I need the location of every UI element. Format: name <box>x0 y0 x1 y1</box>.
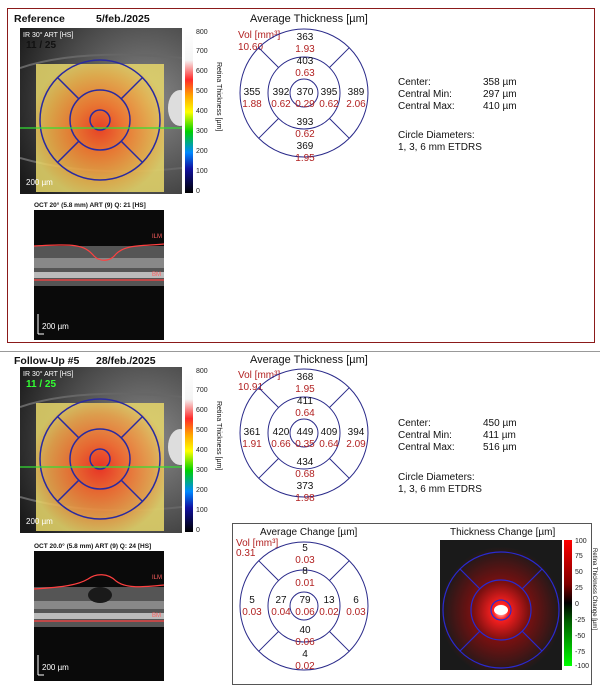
reference-etdrs-values: 363 1.93 403 0.63 370 0.29 393 0.62 369 1.95 … <box>239 28 369 164</box>
reference-oct-label: OCT 20° (5.8 mm) ART (9) Q: 21 [HS] <box>34 202 146 209</box>
change-inner-nas: 27 0.04 <box>271 595 291 618</box>
reference-vol-value: 10.60 <box>238 42 264 53</box>
followup-inner-sup: 411 0.64 <box>295 396 315 419</box>
reference-vol-label: Vol [mm³] <box>238 30 281 41</box>
followup-center: 449 0.35 <box>295 427 315 450</box>
followup-fundus-image[interactable]: IR 30° ART [HS] 11 / 25 200 µm <box>20 367 182 533</box>
followup-oct-ilm: ILM <box>152 575 163 581</box>
followup-outer-tmp: 394 2.09 <box>346 427 366 450</box>
change-map-image[interactable] <box>440 540 562 670</box>
followup-ir-label: IR 30° ART [HS] <box>23 371 74 378</box>
reference-avg-title: Average Thickness [µm] <box>250 13 368 25</box>
followup-fundus-scale: 200 µm <box>26 517 53 526</box>
reference-oct-scale: 200 µm <box>42 322 69 331</box>
reference-oct-bm: BM <box>152 272 161 278</box>
reference-inner-sup: 403 0.63 <box>295 56 315 79</box>
reference-inner-inf: 393 0.62 <box>295 117 315 140</box>
reference-outer-inf: 369 1.95 <box>295 141 315 164</box>
followup-vol-value: 10.91 <box>238 382 264 393</box>
change-etdrs-values: 5 0.03 8 0.01 79 0.06 40 0.06 4 0.02 27 0.04 1… <box>239 541 369 672</box>
reference-oct-svg <box>34 210 164 340</box>
reference-fundus-image[interactable]: IR 30° ART [HS] 11 / 25 200 µm <box>20 28 182 194</box>
followup-inner-inf: 434 0.68 <box>295 457 315 480</box>
change-vol-value: 0.31 <box>236 548 256 559</box>
followup-etdrs-values: 368 1.95 411 0.64 449 0.35 434 0.68 373 1.98 … <box>239 368 369 504</box>
reference-etdrs-grid <box>239 28 369 158</box>
followup-colorbar <box>185 370 193 532</box>
change-map-svg <box>440 540 562 670</box>
change-vol-label: Vol [mm³] <box>236 538 279 549</box>
change-inner-inf: 40 0.06 <box>295 625 315 648</box>
reference-frames: 11 / 25 <box>26 40 57 51</box>
change-outer-inf: 4 0.02 <box>295 649 315 672</box>
reference-stats: Center: 358 µm Central Min: 297 µm Central… <box>398 77 517 112</box>
reference-date: 5/feb./2025 <box>96 13 150 25</box>
reference-panel <box>7 8 595 343</box>
reference-outer-nas: 355 1.88 <box>242 87 262 110</box>
followup-oct-svg <box>34 551 164 681</box>
change-outer-nas: 5 0.03 <box>242 595 262 618</box>
followup-vol-label: Vol [mm³] <box>238 370 281 381</box>
reference-colorbar-title: Retina Thickness [µm] <box>215 62 222 132</box>
followup-colorbar-title: Retina Thickness [µm] <box>215 401 222 471</box>
change-panel <box>232 523 592 685</box>
change-colorbar-title: Retina Thickness Change [µm] <box>591 548 597 631</box>
reference-center: 370 0.29 <box>295 87 315 110</box>
reference-outer-tmp: 389 2.06 <box>346 87 366 110</box>
change-avg-title: Average Change [µm] <box>260 527 358 538</box>
followup-inner-nas: 420 0.66 <box>271 427 291 450</box>
change-inner-sup: 8 0.01 <box>295 566 315 589</box>
reference-circle-diameters: Circle Diameters: 1, 3, 6 mm ETDRS <box>398 130 482 153</box>
section-divider <box>0 351 600 352</box>
change-inner-tmp: 13 0.02 <box>319 595 339 618</box>
reference-colorbar <box>185 31 193 193</box>
followup-fundus-svg <box>20 367 182 533</box>
reference-label: Reference <box>14 13 65 25</box>
change-outer-tmp: 6 0.03 <box>346 595 366 618</box>
followup-inner-tmp: 409 0.64 <box>319 427 339 450</box>
followup-circle-diameters: Circle Diameters: 1, 3, 6 mm ETDRS <box>398 472 482 495</box>
followup-etdrs-grid <box>239 368 369 498</box>
reference-inner-tmp: 395 0.62 <box>319 87 339 110</box>
reference-oct-ilm: ILM <box>152 234 163 240</box>
followup-outer-nas: 361 1.91 <box>242 427 262 450</box>
followup-frames: 11 / 25 <box>26 379 57 390</box>
reference-inner-nas: 392 0.62 <box>271 87 291 110</box>
change-map-title: Thickness Change [µm] <box>450 527 556 538</box>
followup-oct-label: OCT 20.0° (5.8 mm) ART (9) Q: 24 [HS] <box>34 543 152 550</box>
reference-oct-scan[interactable]: ILM BM 200 µm <box>34 210 164 340</box>
followup-avg-title: Average Thickness [µm] <box>250 354 368 366</box>
followup-label: Follow-Up #5 <box>14 355 80 367</box>
followup-oct-bm: BM <box>152 613 161 619</box>
followup-oct-scan[interactable]: ILM BM 200 µm <box>34 551 164 681</box>
change-etdrs-grid <box>239 541 369 671</box>
followup-outer-inf: 373 1.98 <box>295 481 315 504</box>
change-outer-sup: 5 0.03 <box>295 543 315 566</box>
reference-outer-sup: 363 1.93 <box>295 32 315 55</box>
reference-fundus-scale: 200 µm <box>26 178 53 187</box>
followup-stats: Center: 450 µm Central Min: 411 µm Central… <box>398 418 517 453</box>
followup-outer-sup: 368 1.95 <box>295 372 315 395</box>
followup-date: 28/feb./2025 <box>96 355 156 367</box>
change-center: 79 0.06 <box>295 595 315 618</box>
reference-ir-label: IR 30° ART [HS] <box>23 32 74 39</box>
reference-fundus-svg <box>20 28 182 194</box>
followup-oct-scale: 200 µm <box>42 663 69 672</box>
change-colorbar <box>564 540 572 666</box>
